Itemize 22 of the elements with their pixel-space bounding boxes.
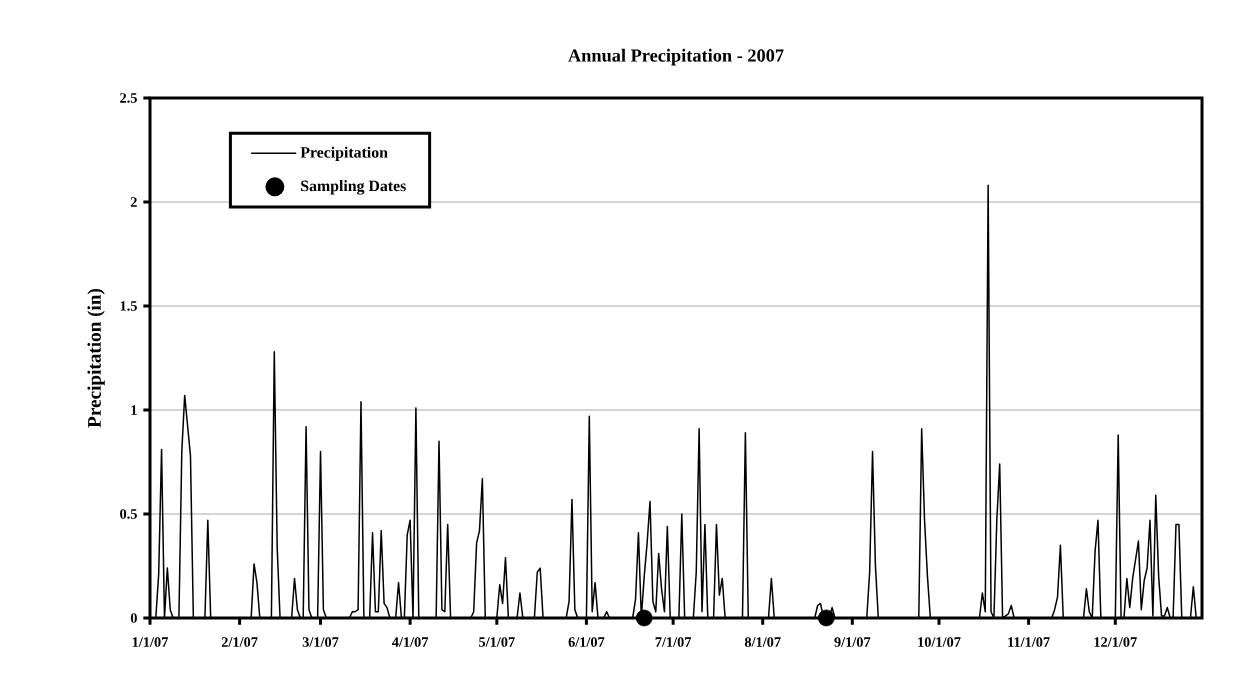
y-tick-label: 0 xyxy=(130,613,137,623)
x-tick-label: 11/1/07 xyxy=(1008,637,1050,647)
x-tick-label: 3/1/07 xyxy=(302,637,339,647)
legend-label: Precipitation xyxy=(300,146,388,161)
y-tick-label: 2.5 xyxy=(120,93,137,103)
x-tick-label: 2/1/07 xyxy=(221,637,258,647)
x-tick-label: 12/1/07 xyxy=(1094,637,1137,647)
y-tick-label: 1.5 xyxy=(120,301,137,311)
x-tick-label: 10/1/07 xyxy=(918,637,961,647)
x-tick-label: 5/1/07 xyxy=(479,637,515,647)
x-tick-label: 8/1/07 xyxy=(744,637,781,647)
x-tick-label: 9/1/07 xyxy=(834,637,871,647)
x-tick-label: 4/1/07 xyxy=(391,637,429,647)
x-tick-label: 1/1/07 xyxy=(132,637,168,647)
x-tick-label: 6/1/07 xyxy=(568,637,605,647)
y-axis-title: Precipitation (in) xyxy=(87,289,105,428)
x-tick-label: 7/1/07 xyxy=(655,637,692,647)
y-tick-label: 0.5 xyxy=(120,509,137,519)
y-tick-label: 2 xyxy=(130,197,137,207)
y-tick-label: 1 xyxy=(131,405,137,415)
chart-title: Annual Precipitation - 2007 xyxy=(568,48,784,66)
legend-label: Sampling Dates xyxy=(301,180,406,195)
